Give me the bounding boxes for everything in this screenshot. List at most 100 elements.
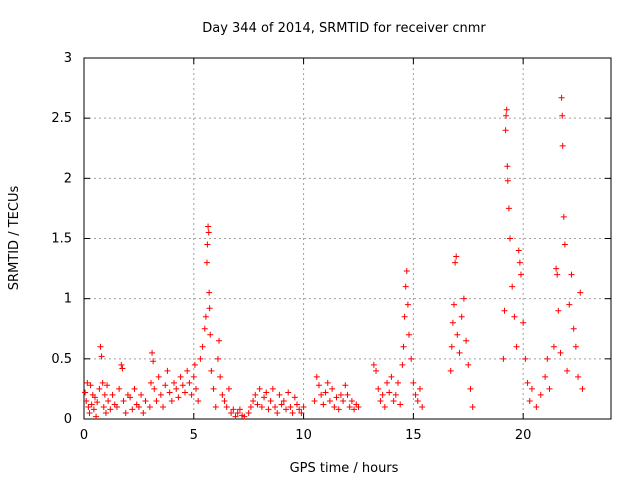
data-point [182, 389, 189, 396]
data-point [135, 403, 142, 410]
data-point [192, 385, 199, 392]
data-point [449, 319, 456, 326]
data-point [287, 403, 294, 410]
data-point [342, 382, 349, 389]
data-point [502, 127, 509, 134]
data-point [216, 337, 223, 344]
data-point [205, 229, 212, 236]
data-point [256, 385, 263, 392]
data-point [456, 349, 463, 356]
data-point [168, 397, 175, 404]
data-point [225, 385, 232, 392]
data-point [370, 361, 377, 368]
data-point [400, 343, 407, 350]
data-point [320, 401, 327, 408]
data-point [557, 349, 564, 356]
data-point [122, 409, 129, 416]
y-tick-label: 1 [64, 292, 72, 307]
data-point [254, 401, 261, 408]
data-point [405, 331, 412, 338]
data-point [127, 394, 134, 401]
data-point [517, 271, 524, 278]
data-point [395, 379, 402, 386]
data-point [147, 379, 154, 386]
data-point [559, 112, 566, 119]
data-point [501, 307, 508, 314]
data-point [212, 403, 219, 410]
data-point [88, 401, 95, 408]
data-point [399, 361, 406, 368]
data-point [120, 397, 127, 404]
data-point [234, 409, 241, 416]
data-point [454, 331, 461, 338]
data-point [375, 385, 382, 392]
data-point [149, 349, 156, 356]
axis-ticks: 0 5 10 15 20 0 0.5 1 1.5 2 2.5 3 [51, 51, 611, 443]
data-point [272, 403, 279, 410]
data-point [245, 409, 252, 416]
data-point [344, 391, 351, 398]
plot-frame [83, 57, 612, 420]
data-point [511, 313, 518, 320]
data-point [252, 391, 259, 398]
x-tick-label: 0 [80, 428, 88, 443]
data-point [390, 397, 397, 404]
data-point [129, 406, 136, 413]
data-point [278, 401, 285, 408]
data-point [553, 265, 560, 272]
data-point [559, 142, 566, 149]
data-point [164, 367, 171, 374]
data-point [205, 223, 212, 230]
data-point [83, 397, 90, 404]
data-point [160, 403, 167, 410]
data-point [377, 397, 384, 404]
data-point [513, 343, 520, 350]
data-point [373, 367, 380, 374]
data-point [542, 373, 549, 380]
data-point [206, 289, 213, 296]
data-point [258, 403, 265, 410]
data-points [82, 94, 586, 420]
data-point [223, 403, 230, 410]
data-point [162, 382, 169, 389]
data-point [150, 358, 157, 365]
data-point [293, 401, 300, 408]
data-point [140, 409, 147, 416]
data-point [219, 391, 226, 398]
data-point [503, 112, 510, 119]
data-point [555, 307, 562, 314]
y-tick-label: 1.5 [51, 232, 72, 247]
data-point [191, 361, 198, 368]
data-point [94, 399, 101, 406]
data-point [561, 241, 568, 248]
data-point [99, 379, 106, 386]
data-point [276, 391, 283, 398]
data-point [202, 313, 209, 320]
data-point [119, 365, 126, 372]
data-point [318, 391, 325, 398]
data-point [458, 313, 465, 320]
data-point [265, 406, 272, 413]
data-point [505, 205, 512, 212]
data-point [184, 367, 191, 374]
data-point [403, 267, 410, 274]
data-point [208, 367, 215, 374]
data-point [500, 355, 507, 362]
x-axis-label: GPS time / hours [290, 461, 399, 476]
data-point [90, 406, 97, 413]
data-point [85, 403, 92, 410]
data-point [195, 397, 202, 404]
data-point [217, 373, 224, 380]
data-point [568, 271, 575, 278]
data-point [564, 367, 571, 374]
data-point [469, 403, 476, 410]
data-point [138, 391, 145, 398]
data-point [577, 289, 584, 296]
data-point [188, 391, 195, 398]
data-point [116, 385, 123, 392]
data-point [96, 385, 103, 392]
data-point [104, 382, 111, 389]
data-point [84, 379, 91, 386]
data-point [408, 355, 415, 362]
